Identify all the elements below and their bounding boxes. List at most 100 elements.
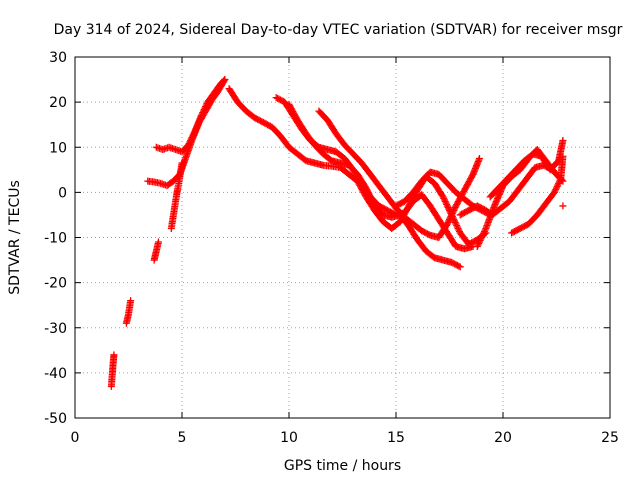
series-early-isolated-2 <box>122 297 135 327</box>
data-point <box>444 203 452 211</box>
data-point <box>452 220 460 228</box>
data-point <box>478 232 486 240</box>
data-point <box>439 193 447 201</box>
data-point <box>480 227 488 235</box>
data-point <box>187 135 195 143</box>
y-tick-label: -40 <box>44 366 67 382</box>
data-point <box>202 103 210 111</box>
data-point <box>454 224 462 232</box>
data-point <box>440 194 448 202</box>
data-point <box>200 106 208 114</box>
y-tick-label: 30 <box>49 50 67 66</box>
data-point <box>220 77 228 85</box>
data-point <box>441 197 449 205</box>
data-point <box>202 101 210 109</box>
data-point <box>555 179 563 187</box>
series-early-isolated-3 <box>150 238 162 264</box>
data-point <box>556 176 564 184</box>
data-point <box>455 226 463 234</box>
data-point <box>481 226 489 234</box>
series-isolated-late <box>559 202 567 210</box>
data-point <box>451 218 459 226</box>
data-point <box>446 215 453 223</box>
data-point <box>363 185 371 193</box>
data-point <box>447 212 455 220</box>
data-point <box>365 190 373 198</box>
axes <box>74 56 611 419</box>
y-tick-label: -30 <box>44 321 67 337</box>
data-point <box>559 152 567 160</box>
x-tick-label: 20 <box>494 430 512 446</box>
data-points <box>107 76 567 390</box>
data-point <box>450 205 458 213</box>
series-arc-g <box>315 107 483 241</box>
data-point <box>201 104 209 112</box>
data-point <box>554 181 562 189</box>
data-point <box>197 112 205 120</box>
data-point <box>186 138 194 146</box>
data-point <box>184 141 192 149</box>
data-point <box>476 237 484 245</box>
data-point <box>550 188 558 196</box>
y-tick-label: -50 <box>44 411 67 427</box>
data-point <box>553 184 560 192</box>
data-point <box>199 109 207 117</box>
data-point <box>369 199 377 207</box>
x-axis-label: GPS time / hours <box>284 458 401 474</box>
data-point <box>555 178 563 186</box>
grid-lines <box>75 57 610 418</box>
y-tick-label: -10 <box>44 231 67 247</box>
series-arc-f <box>285 100 464 271</box>
data-point <box>367 194 375 202</box>
y-tick-label: 0 <box>58 185 67 201</box>
data-point <box>456 263 464 271</box>
data-point <box>478 234 486 241</box>
data-point <box>443 202 451 210</box>
data-point <box>154 238 162 246</box>
data-point <box>442 199 450 207</box>
data-point <box>480 229 488 237</box>
data-point <box>110 351 118 359</box>
y-tick-label: -20 <box>44 276 67 292</box>
data-point <box>362 184 370 192</box>
data-point <box>453 223 461 231</box>
data-point <box>450 206 458 214</box>
tick-labels: 0 5 10 15 20 25 -50 -40 -30 -20 -10 0 10 20 30 <box>44 50 619 446</box>
data-point <box>198 110 206 118</box>
data-point <box>445 217 453 225</box>
data-point <box>187 136 195 144</box>
x-tick-label: 0 <box>71 430 80 446</box>
data-point <box>444 218 452 226</box>
series-descent-c <box>167 159 186 232</box>
data-point <box>178 159 186 167</box>
x-tick-label: 15 <box>387 430 405 446</box>
data-point <box>474 241 482 249</box>
series-arc-b <box>152 76 229 156</box>
data-point <box>199 107 207 115</box>
series-early-isolated-1 <box>107 351 118 390</box>
y-axis-label: SDTVAR / TECUs <box>7 180 23 295</box>
data-point <box>475 155 483 163</box>
data-point <box>189 132 197 140</box>
x-tick-label: 10 <box>280 430 298 446</box>
data-point <box>443 220 451 228</box>
data-point <box>368 196 376 204</box>
plot-frame <box>74 56 611 419</box>
data-point <box>185 139 193 147</box>
data-point <box>366 193 374 201</box>
data-point <box>188 133 196 141</box>
series-arc-k <box>486 136 567 201</box>
data-point <box>443 200 451 208</box>
data-point <box>446 214 454 222</box>
data-point <box>368 197 376 205</box>
data-point <box>449 208 457 216</box>
data-point <box>453 221 461 229</box>
data-point <box>448 209 456 217</box>
x-tick-label: 5 <box>178 430 187 446</box>
data-point <box>475 240 483 248</box>
data-point <box>448 211 456 219</box>
data-point <box>441 196 449 204</box>
data-point <box>553 182 561 190</box>
